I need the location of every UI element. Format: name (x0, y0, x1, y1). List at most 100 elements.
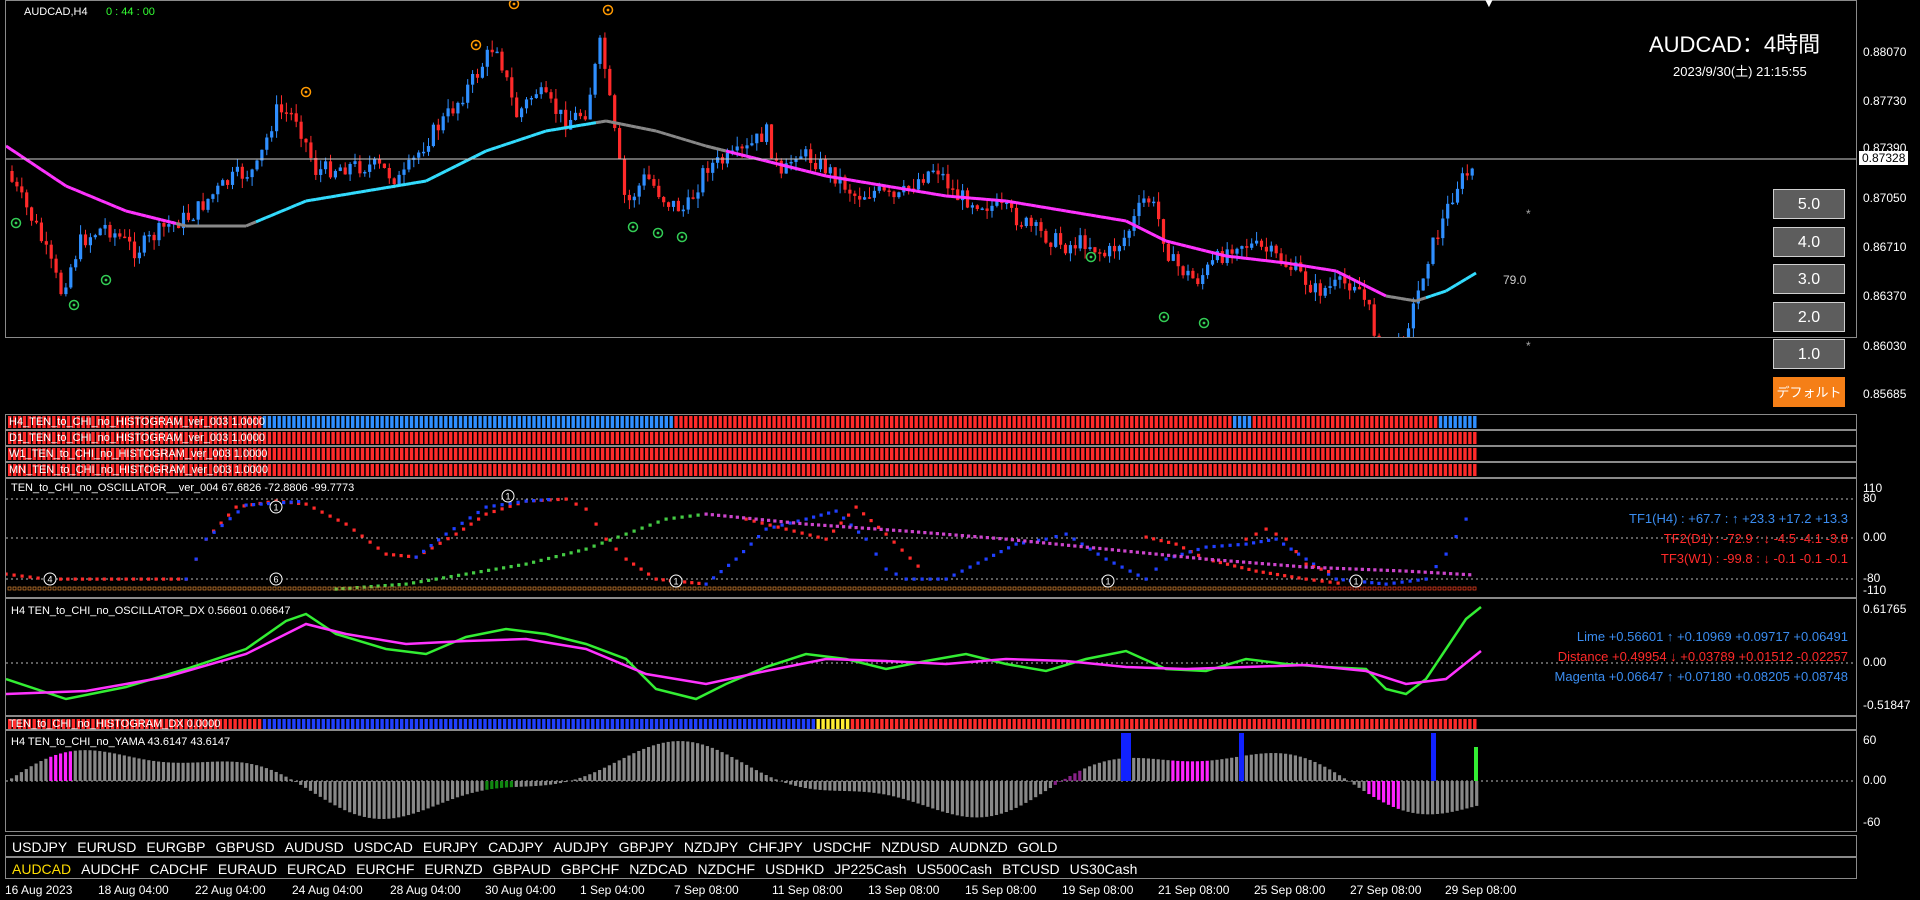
yama-bar (255, 765, 259, 781)
ma-segment (275, 210, 282, 215)
symbol-gbpaud[interactable]: GBPAUD (492, 861, 551, 877)
zoom-5-button[interactable]: 5.0 (1773, 189, 1845, 219)
yama-bar (1460, 781, 1464, 810)
dx-histogram-bar (1458, 719, 1462, 729)
histogram-bar (306, 416, 311, 428)
histogram-bar (591, 416, 595, 428)
osc-dot-red (1244, 537, 1248, 541)
main-chart-pane[interactable]: AUDCAD,H4 0 : 44 : 00 AUDCAD：4時間 2023/9/… (5, 0, 1857, 353)
dx-histogram-bar (1149, 719, 1154, 729)
yama-bar (896, 781, 901, 798)
osc-dot-blue (1297, 552, 1301, 556)
osc-base-square (282, 586, 287, 591)
symbol-jp225cash[interactable]: JP225Cash (834, 861, 907, 877)
zoom-3-button[interactable]: 3.0 (1773, 264, 1845, 294)
symbol-gbpchf[interactable]: GBPCHF (560, 861, 620, 877)
symbol-usdjpy[interactable]: USDJPY (12, 839, 68, 855)
ma-segment (580, 122, 587, 127)
symbol-us30cash[interactable]: US30Cash (1069, 861, 1138, 877)
symbol-gold[interactable]: GOLD (1017, 839, 1058, 855)
default-button[interactable]: デフォルト (1773, 377, 1845, 407)
symbol-cadjpy[interactable]: CADJPY (488, 839, 544, 855)
yama-bar (514, 781, 518, 787)
osc-dot-blue (492, 504, 496, 508)
zoom-1-button[interactable]: 1.0 (1773, 339, 1845, 369)
symbol-btcusd[interactable]: BTCUSD (1002, 861, 1060, 877)
histogram-bar (821, 432, 825, 444)
histogram-bar (292, 448, 296, 460)
osc-dot-magenta (804, 522, 808, 526)
price-scale[interactable]: 0.88070 0.87730 0.87390 0.87050 0.86710 0.863… (1857, 0, 1920, 401)
osc-dot-blue (1154, 567, 1158, 571)
symbol-gbpusd[interactable]: GBPUSD (215, 839, 275, 855)
osc-dot-blue (1180, 552, 1184, 556)
dx-pane[interactable]: H4 TEN_to_CHI_no_OSCILLATOR_DX 0.56601 0… (5, 598, 1857, 716)
histogram-bar (1247, 448, 1252, 460)
dx-histogram-bar (208, 719, 213, 729)
symbol-eurchf[interactable]: EURCHF (356, 861, 415, 877)
osc-dot-magenta (1085, 545, 1089, 549)
histogram-bar (1321, 416, 1325, 428)
candlestick-chart[interactable] (6, 1, 1856, 337)
ma-segment (6, 144, 12, 151)
symbol-eurjpy[interactable]: EURJPY (422, 839, 479, 855)
yama-bar (1303, 758, 1307, 781)
symbol-cadchf[interactable]: CADCHF (149, 861, 208, 877)
candle (686, 189, 690, 214)
histogram-bar (507, 464, 512, 476)
histogram-bar (850, 448, 855, 460)
ma-segment (540, 129, 547, 135)
symbol-nzdusd[interactable]: NZDUSD (881, 839, 940, 855)
symbol-usdcad[interactable]: USDCAD (353, 839, 413, 855)
symbol-us500cash[interactable]: US500Cash (916, 861, 993, 877)
histogram-bar (375, 432, 379, 444)
yama-bar (1112, 759, 1116, 781)
zoom-2-button[interactable]: 2.0 (1773, 302, 1845, 332)
symbol-eurgbp[interactable]: EURGBP (146, 839, 206, 855)
histogram-bar (493, 416, 497, 428)
osc-dot-magenta (1248, 561, 1252, 565)
symbol-audchf[interactable]: AUDCHF (81, 861, 140, 877)
yama-pane[interactable]: H4 TEN_to_CHI_no_YAMA 43.6147 43.6147 (5, 730, 1857, 832)
signal-marker (627, 221, 639, 233)
symbol-usdhkd[interactable]: USDHKD (765, 861, 825, 877)
symbol-usdchf[interactable]: USDCHF (812, 839, 872, 855)
symbol-eurcad[interactable]: EURCAD (286, 861, 347, 877)
signal-marker (100, 274, 112, 286)
symbol-audjpy[interactable]: AUDJPY (553, 839, 609, 855)
candle (74, 255, 78, 271)
ma-segment (700, 143, 707, 148)
histogram-bar (1286, 416, 1291, 428)
symbol-gbpjpy[interactable]: GBPJPY (618, 839, 674, 855)
histogram-bar (934, 416, 938, 428)
osc-dot-blue (1022, 541, 1026, 545)
symbol-eurusd[interactable]: EURUSD (77, 839, 137, 855)
yama-bar (710, 747, 714, 781)
symbol-nzdjpy[interactable]: NZDJPY (683, 839, 739, 855)
symbol-euraud[interactable]: EURAUD (217, 861, 277, 877)
symbol-eurnzd[interactable]: EURNZD (424, 861, 483, 877)
ma-segment (160, 218, 167, 223)
histogram-bar (787, 464, 791, 476)
zoom-4-button[interactable]: 4.0 (1773, 227, 1845, 257)
osc-base-square (792, 586, 797, 591)
histogram-bar (458, 416, 463, 428)
histogram-bar (777, 416, 781, 428)
yama-bar (387, 781, 391, 819)
osc-base-square (437, 586, 442, 591)
osc-dot-red (697, 581, 701, 585)
histogram-bar (547, 432, 551, 444)
symbol-chfjpy[interactable]: CHFJPY (748, 839, 803, 855)
histogram-bar (1115, 432, 1119, 444)
osc-dot-blue (1370, 581, 1374, 585)
symbol-audusd[interactable]: AUDUSD (284, 839, 344, 855)
symbol-nzdchf[interactable]: NZDCHF (697, 861, 756, 877)
histogram-bar (1086, 432, 1090, 444)
symbol-nzdcad[interactable]: NZDCAD (629, 861, 688, 877)
histogram-bar (253, 464, 257, 476)
symbol-audcad[interactable]: AUDCAD (12, 861, 72, 877)
symbol-audnzd[interactable]: AUDNZD (949, 839, 1008, 855)
tick-0: 0.00 (1863, 530, 1887, 544)
candle (681, 205, 685, 217)
